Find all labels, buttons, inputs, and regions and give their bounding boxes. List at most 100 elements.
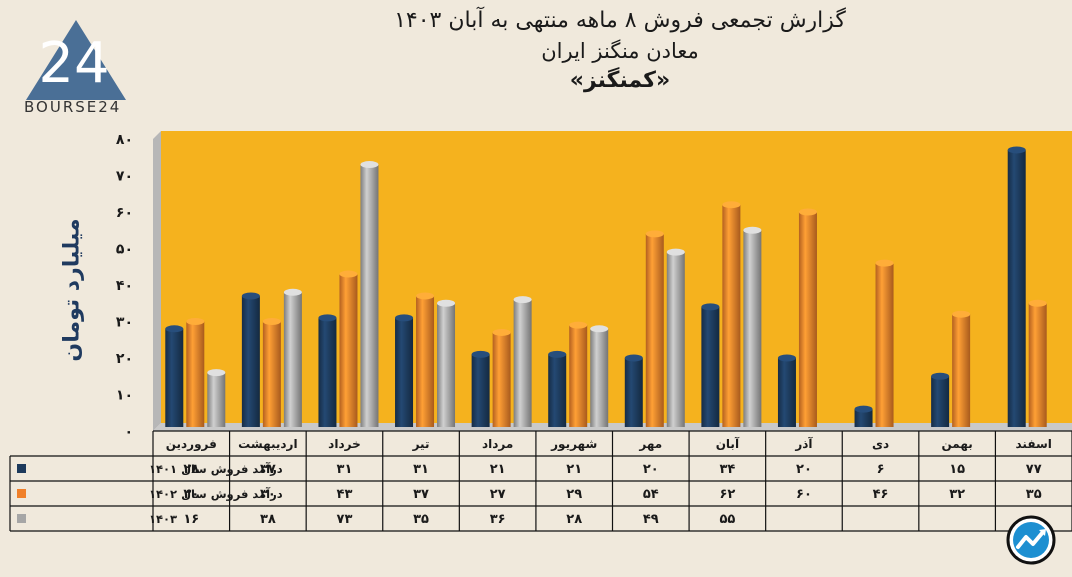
- data-label: ۵۴: [643, 487, 659, 502]
- data-label: ۳۶: [490, 512, 506, 527]
- data-label: ۳۸: [260, 512, 276, 527]
- bar-top: [548, 350, 567, 358]
- bar-top: [165, 325, 184, 333]
- bar-top: [743, 226, 762, 234]
- bar-top: [931, 372, 950, 380]
- y-tick-label: ۶۰: [116, 205, 133, 221]
- bar-top: [262, 318, 281, 325]
- bar: [743, 230, 762, 427]
- x-tick-label: آبان: [716, 436, 740, 451]
- data-label: ۵۵: [719, 512, 735, 527]
- logo-triangle: [26, 20, 126, 100]
- bar-top: [666, 248, 685, 256]
- logo-text: BOURSE24: [24, 98, 122, 116]
- legend-label: ۱۴۰۳: [149, 512, 177, 526]
- bar: [722, 204, 741, 427]
- bar: [339, 274, 358, 427]
- bar: [1028, 303, 1047, 427]
- plot-side-wall: [153, 131, 161, 431]
- title-line-1: گزارش تجمعی فروش ۸ ماهه منتهی به آبان ۱۴…: [394, 8, 846, 33]
- data-label: ۲۷: [490, 487, 506, 502]
- bar: [798, 212, 817, 427]
- bar-top: [318, 314, 337, 322]
- x-tick-label: اسفند: [1016, 437, 1052, 451]
- trend-chart-icon: [1006, 515, 1056, 565]
- bar-top: [207, 369, 226, 377]
- x-tick-label: تیر: [412, 437, 430, 451]
- bar-top: [416, 292, 435, 300]
- bar: [492, 332, 511, 427]
- data-label: ۱۶: [183, 512, 199, 527]
- y-tick-label: ۵۰: [116, 242, 133, 258]
- bar: [666, 252, 685, 427]
- bar: [416, 295, 435, 427]
- y-tick-label: ۱۰: [116, 388, 133, 404]
- data-label: ۳۷: [260, 462, 276, 477]
- data-label: ۶۰: [796, 487, 812, 502]
- data-label: ۴۳: [337, 487, 353, 502]
- plot-background: [161, 131, 1072, 423]
- plot-floor: [153, 423, 1072, 431]
- x-tick-label: بهمن: [941, 437, 972, 451]
- title-line-3: «کمنگنز»: [569, 68, 671, 93]
- x-tick-label: آذر: [794, 436, 813, 451]
- bar-top: [395, 314, 414, 322]
- x-tick-label: مهر: [638, 437, 662, 451]
- bar-top: [513, 296, 532, 304]
- bar-top: [624, 354, 643, 362]
- data-label: ۲۰: [643, 462, 659, 477]
- bar: [318, 317, 337, 427]
- logo-mark: 24: [38, 31, 109, 96]
- data-label: ۲۱: [566, 462, 582, 477]
- title-line-2: معادن منگنز ایران: [541, 39, 699, 63]
- bar-top: [1007, 146, 1026, 154]
- bar: [165, 328, 184, 427]
- bar: [569, 325, 588, 427]
- y-tick-label: ۴۰: [116, 278, 133, 294]
- bar: [262, 321, 281, 427]
- bar-top: [360, 161, 379, 169]
- bar-top: [854, 405, 873, 413]
- bar: [624, 358, 643, 427]
- bar: [645, 233, 664, 427]
- data-label: ۲۹: [566, 487, 582, 502]
- bar: [395, 317, 414, 427]
- data-label: ۳۲: [949, 487, 965, 502]
- y-tick-label: ۸۰: [116, 132, 133, 148]
- bar: [360, 164, 379, 428]
- x-tick-label: فروردین: [166, 437, 217, 452]
- x-tick-label: مرداد: [482, 437, 513, 451]
- y-tick-label: ۰: [124, 424, 133, 440]
- y-tick-label: ۷۰: [116, 169, 133, 185]
- bar-top: [798, 208, 817, 216]
- bar: [590, 328, 609, 427]
- data-label: ۳۵: [413, 512, 429, 527]
- data-label: ۳۴: [719, 462, 735, 477]
- bar-top: [952, 310, 971, 318]
- data-label: ۶۲: [719, 487, 735, 502]
- bar: [777, 358, 796, 427]
- x-tick-label: شهریور: [550, 437, 597, 452]
- data-label: ۳۱: [413, 462, 429, 477]
- data-label: ۳۰: [183, 487, 199, 502]
- bar-top: [777, 354, 796, 362]
- bar-top: [645, 230, 664, 238]
- legend-label: درآمد فروش سال ۱۴۰۲: [149, 487, 283, 502]
- bar-top: [722, 201, 741, 209]
- bar: [513, 299, 532, 427]
- bar-top: [701, 303, 720, 311]
- bar: [471, 354, 490, 427]
- data-label: ۱۵: [949, 462, 965, 477]
- y-tick-label: ۲۰: [116, 351, 133, 367]
- data-label: ۳۱: [337, 462, 353, 477]
- bar-top: [241, 292, 260, 300]
- bar: [952, 314, 971, 427]
- bar: [437, 303, 456, 427]
- legend-swatch: [17, 514, 26, 523]
- bar: [875, 263, 894, 427]
- bar: [186, 321, 205, 427]
- legend-label: درآمد فروش سال ۱۴۰۱: [149, 462, 283, 477]
- chart-title: گزارش تجمعی فروش ۸ ماهه منتهی به آبان ۱۴…: [360, 6, 880, 96]
- data-label: ۳۰: [260, 487, 276, 502]
- data-label: ۲۱: [490, 462, 506, 477]
